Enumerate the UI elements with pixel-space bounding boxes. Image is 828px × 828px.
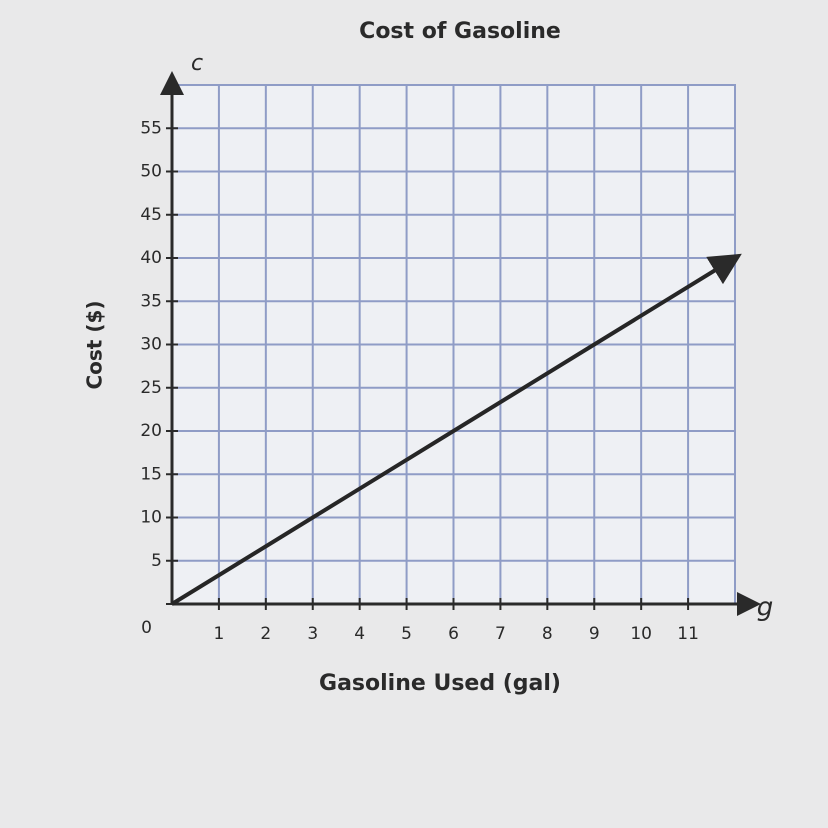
x-tick-label: 5 — [401, 624, 412, 644]
y-tick-label: 55 — [140, 118, 162, 138]
y-tick-label: 25 — [140, 378, 162, 398]
chart-title: Cost of Gasoline — [359, 19, 561, 44]
y-tick-label: 30 — [140, 335, 162, 355]
y-tick-label: 5 — [151, 551, 162, 571]
y-tick-label: 20 — [140, 421, 162, 441]
x-tick-label: 8 — [542, 624, 553, 644]
y-tick-label: 50 — [140, 162, 162, 182]
x-variable: g — [757, 593, 774, 623]
x-tick-label: 3 — [307, 624, 318, 644]
y-tick-label: 35 — [140, 291, 162, 311]
x-tick-label: 1 — [214, 624, 225, 644]
x-tick-label: 2 — [260, 624, 271, 644]
y-tick-label: 15 — [140, 464, 162, 484]
y-tick-label: 0 — [141, 618, 152, 638]
x-tick-label: 7 — [495, 624, 506, 644]
x-tick-label: 9 — [589, 624, 600, 644]
x-tick-label: 10 — [630, 624, 652, 644]
y-tick-label: 45 — [140, 205, 162, 225]
y-variable: c — [191, 51, 203, 76]
x-tick-label: 11 — [677, 624, 699, 644]
y-tick-label: 10 — [140, 508, 162, 528]
data-line — [170, 253, 742, 606]
y-axis-label: Cost ($) — [83, 300, 107, 389]
x-axis-label: Gasoline Used (gal) — [319, 671, 561, 696]
y-tick-label: 40 — [140, 248, 162, 268]
x-tick-label: 4 — [354, 624, 365, 644]
x-tick-label: 6 — [448, 624, 459, 644]
